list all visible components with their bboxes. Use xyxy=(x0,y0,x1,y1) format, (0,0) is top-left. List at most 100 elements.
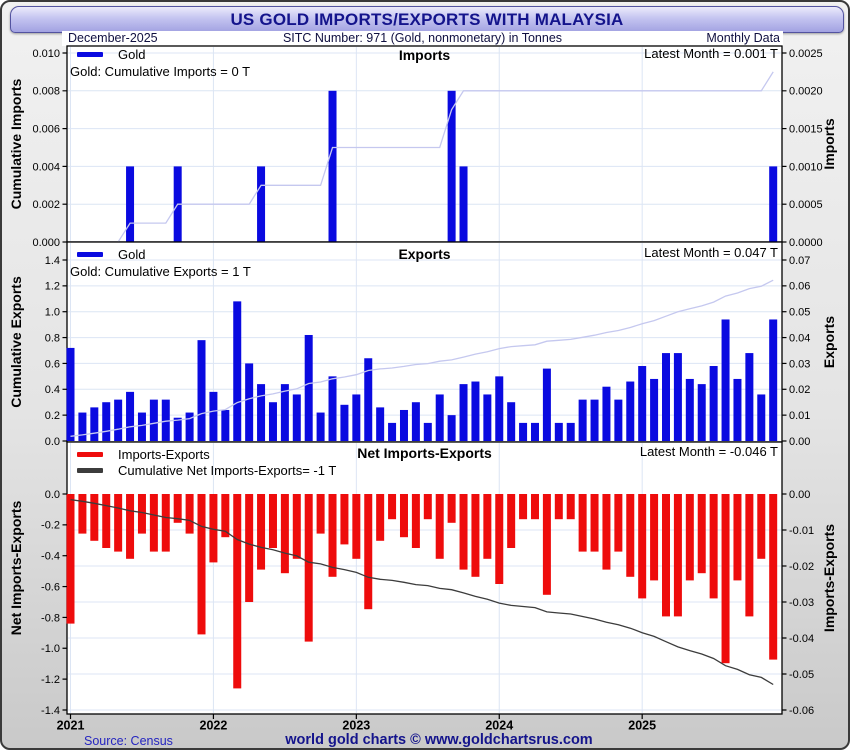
net-bar xyxy=(530,494,539,520)
net-legend-monthly: Imports-Exports xyxy=(77,446,210,462)
imports-bar xyxy=(257,166,266,242)
net-bar xyxy=(447,494,456,523)
exports-bar xyxy=(149,399,158,441)
exports-bar xyxy=(590,399,599,441)
exports-bar xyxy=(745,353,754,441)
exports-bar xyxy=(757,394,766,441)
exports-bar xyxy=(471,381,480,441)
exports-bar xyxy=(328,376,337,441)
right-tick-label: 0.0025 xyxy=(789,48,823,60)
net-bar xyxy=(376,494,385,541)
left-tick-label: 0.010 xyxy=(32,48,60,60)
net-bar xyxy=(602,494,611,570)
right-tick-label: 0.0010 xyxy=(789,161,823,173)
right-tick-label: 0.0000 xyxy=(789,237,823,249)
net-bar xyxy=(173,494,182,523)
exports-bar xyxy=(197,340,206,441)
net-bar xyxy=(554,494,563,520)
net-bar xyxy=(245,494,254,602)
imports-cumulative-annotation: Gold: Cumulative Imports = 0 T xyxy=(70,64,251,79)
branding-text: world gold charts © www.goldchartsrus.co… xyxy=(285,732,593,748)
net-bar xyxy=(161,494,170,552)
net-bar xyxy=(78,494,87,534)
right-tick-label: 0.03 xyxy=(789,358,810,370)
left-tick-label: -0.6 xyxy=(41,581,60,593)
exports-bar xyxy=(650,378,659,441)
net-bar xyxy=(221,494,230,538)
figure-title: US GOLD IMPORTS/EXPORTS WITH MALAYSIA xyxy=(230,9,624,29)
sitc-label: SITC Number: 971 (Gold, nonmonetary) in … xyxy=(282,31,563,45)
exports-bar xyxy=(459,384,468,441)
net-bar xyxy=(316,494,325,534)
net-bar xyxy=(685,494,694,581)
exports-bar xyxy=(364,358,373,441)
report-date: December-2025 xyxy=(68,31,158,45)
exports-bar xyxy=(209,391,218,441)
left-tick-label: 0.000 xyxy=(32,237,60,249)
right-tick-label: 0.06 xyxy=(789,281,810,293)
left-tick-label: 1.0 xyxy=(45,307,60,319)
net-bar xyxy=(328,494,337,577)
exports-bar xyxy=(352,394,361,441)
left-tick-label: 0.8 xyxy=(45,332,60,344)
right-tick-label: -0.03 xyxy=(789,597,814,609)
net-bar xyxy=(185,494,194,534)
net-bar xyxy=(280,494,289,574)
y-axis-title-net-imports-exports: Net Imports-Exports xyxy=(8,500,24,636)
net-latest-value: Latest Month = -0.046 T xyxy=(639,444,778,459)
year-label: 2025 xyxy=(628,718,656,732)
exports-bar xyxy=(316,412,325,441)
net-bar xyxy=(102,494,111,548)
source-credit: Source: Census xyxy=(84,734,173,748)
exports-bar xyxy=(304,334,313,441)
left-tick-label: 0.2 xyxy=(45,410,60,422)
exports-bar xyxy=(423,422,432,441)
right-tick-label: -0.06 xyxy=(789,705,814,717)
left-tick-label: 0.008 xyxy=(32,86,60,98)
cumulative-net-legend-label: Cumulative Net Imports-Exports= -1 T xyxy=(118,462,337,478)
net-bar xyxy=(590,494,599,552)
net-bar xyxy=(459,494,468,570)
exports-bar xyxy=(435,394,444,441)
right-tick-label: -0.02 xyxy=(789,561,814,573)
exports-bar xyxy=(411,402,420,441)
net-bar xyxy=(697,494,706,574)
cumulative-imports-line xyxy=(70,71,774,243)
net-bar xyxy=(471,494,480,577)
exports-bar xyxy=(566,422,575,441)
left-tick-label: 0.004 xyxy=(32,161,60,173)
exports-bar xyxy=(173,417,182,441)
net-bar xyxy=(66,494,75,624)
net-bar xyxy=(114,494,123,552)
net-bar xyxy=(542,494,551,595)
net-bar xyxy=(423,494,432,520)
gold-legend-label: Gold xyxy=(118,46,146,62)
left-tick-label: 1.4 xyxy=(45,255,60,267)
net-bar xyxy=(340,494,349,545)
exports-bar xyxy=(542,368,551,441)
exports-bar xyxy=(245,363,254,441)
year-label: 2023 xyxy=(342,718,370,732)
right-tick-label: 0.05 xyxy=(789,307,810,319)
left-tick-label: 0.0 xyxy=(45,489,60,501)
exports-bar xyxy=(530,422,539,441)
exports-bar xyxy=(257,384,266,441)
exports-bar xyxy=(697,384,706,441)
exports-bar xyxy=(602,386,611,441)
left-tick-label: -1.4 xyxy=(41,705,60,717)
left-tick-label: 0.4 xyxy=(45,384,60,396)
net-legend-label: Imports-Exports xyxy=(118,446,210,462)
exports-legend: Gold xyxy=(77,247,145,262)
net-bar xyxy=(626,494,635,577)
exports-bar xyxy=(709,366,718,441)
right-tick-label: 0.0005 xyxy=(789,199,823,211)
y2-axis-title-imports-exports: Imports-Exports xyxy=(821,523,837,633)
imports-latest-value: Latest Month = 0.001 T xyxy=(644,46,778,61)
exports-bar xyxy=(78,412,87,441)
exports-bar xyxy=(626,381,635,441)
exports-bar xyxy=(447,415,456,441)
net-bar xyxy=(197,494,206,635)
net-bar xyxy=(483,494,492,559)
net-bar xyxy=(399,494,408,538)
